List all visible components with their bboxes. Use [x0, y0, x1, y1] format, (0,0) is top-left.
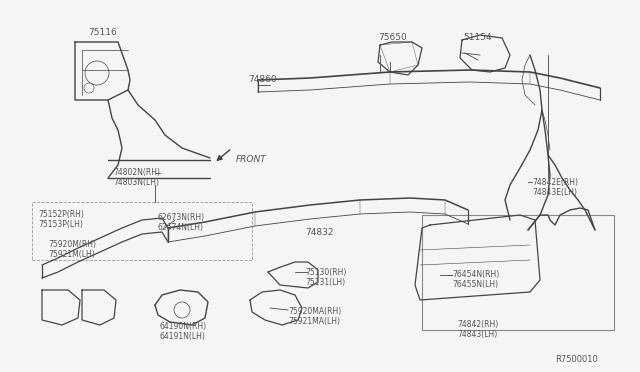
Text: 64190N(RH): 64190N(RH)	[160, 322, 207, 331]
Text: 75152P(RH): 75152P(RH)	[38, 210, 84, 219]
Text: 75131(LH): 75131(LH)	[305, 278, 345, 287]
Text: 74832: 74832	[305, 228, 333, 237]
Text: 75921M(LH): 75921M(LH)	[48, 250, 95, 259]
Text: 75130(RH): 75130(RH)	[305, 268, 346, 277]
Text: 75650: 75650	[378, 33, 407, 42]
Text: 74842E(RH): 74842E(RH)	[532, 178, 578, 187]
Text: 74843E(LH): 74843E(LH)	[532, 188, 577, 197]
Text: 75153P(LH): 75153P(LH)	[38, 220, 83, 229]
Text: 75921MA(LH): 75921MA(LH)	[288, 317, 340, 326]
Text: 62674N(LH): 62674N(LH)	[157, 223, 203, 232]
Text: 51154: 51154	[463, 33, 492, 42]
Text: 76455N(LH): 76455N(LH)	[452, 280, 498, 289]
Text: FRONT: FRONT	[236, 155, 267, 164]
Bar	[32, 202, 252, 260]
Text: 75116: 75116	[88, 28, 116, 37]
Text: 75920M(RH): 75920M(RH)	[48, 240, 96, 249]
Text: 74802N(RH): 74802N(RH)	[113, 168, 160, 177]
Text: 74803N(LH): 74803N(LH)	[113, 178, 159, 187]
Text: 64191N(LH): 64191N(LH)	[160, 332, 206, 341]
Text: 76454N(RH): 76454N(RH)	[452, 270, 499, 279]
Text: 74842(RH): 74842(RH)	[457, 320, 499, 329]
Text: 75920MA(RH): 75920MA(RH)	[288, 307, 341, 316]
Text: R7500010: R7500010	[555, 355, 598, 364]
Bar	[422, 215, 614, 330]
Text: 74860: 74860	[248, 75, 276, 84]
Text: 74843(LH): 74843(LH)	[457, 330, 497, 339]
Text: 62673N(RH): 62673N(RH)	[157, 213, 204, 222]
